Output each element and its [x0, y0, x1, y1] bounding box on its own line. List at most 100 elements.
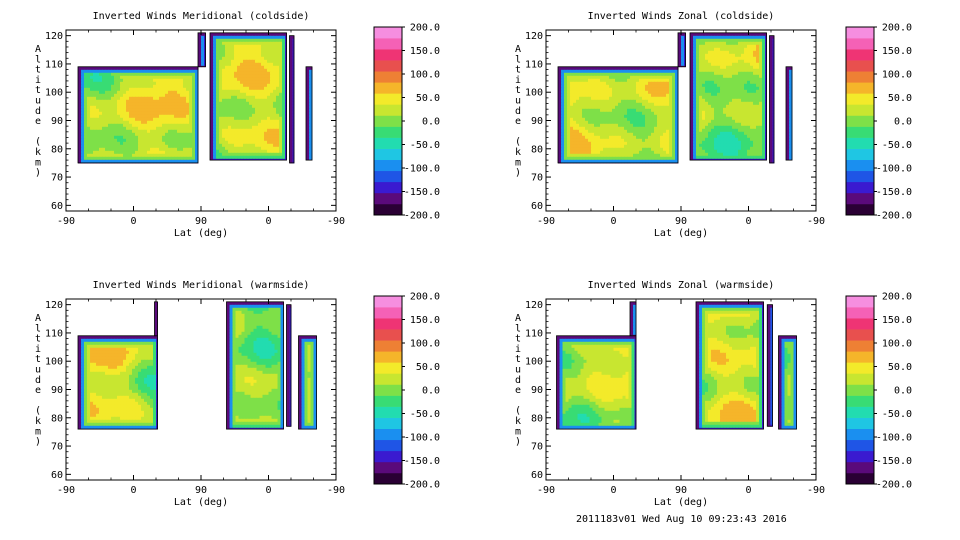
field-cell: [654, 96, 658, 101]
field-cell: [255, 116, 259, 121]
field-cell: [579, 141, 583, 146]
field-cell: [558, 120, 562, 125]
field-cell: [195, 78, 199, 83]
field-cell: [639, 150, 643, 155]
field-cell: [138, 141, 142, 146]
field-cell: [675, 114, 679, 119]
field-cell: [111, 84, 115, 89]
colorbar-swatch: [374, 93, 402, 105]
field-cell: [279, 56, 283, 61]
field-cell: [246, 110, 250, 115]
field-cell: [612, 117, 616, 122]
field-cell: [198, 35, 202, 40]
field-cell: [168, 159, 172, 164]
field-cell: [126, 144, 130, 149]
field-cell: [708, 50, 712, 55]
field-cell: [708, 65, 712, 70]
field-cell: [138, 129, 142, 134]
field-cell: [289, 92, 293, 97]
field-cell: [162, 114, 166, 119]
field-cell: [729, 38, 733, 43]
field-cell: [630, 84, 634, 89]
field-cell: [696, 32, 700, 37]
field-cell: [657, 105, 661, 110]
field-cell: [222, 125, 226, 130]
field-cell: [618, 135, 622, 140]
field-cell: [210, 119, 214, 124]
field-cell: [255, 131, 259, 136]
field-cell: [111, 105, 115, 110]
field-cell: [225, 119, 229, 124]
field-cell: [240, 56, 244, 61]
field-cell: [183, 87, 187, 92]
field-cell: [237, 116, 241, 121]
field-cell: [282, 149, 286, 154]
field-cell: [606, 111, 610, 116]
field-cell: [252, 131, 256, 136]
field-cell: [216, 146, 220, 151]
field-cell: [240, 128, 244, 133]
field-cell: [210, 98, 214, 103]
field-cell: [717, 47, 721, 52]
field-cell: [741, 113, 745, 118]
field-cell: [267, 137, 271, 142]
field-cell: [186, 78, 190, 83]
field-cell: [219, 77, 223, 82]
field-cell: [591, 84, 595, 89]
field-cell: [573, 123, 577, 128]
field-cell: [645, 84, 649, 89]
field-cell: [192, 66, 196, 71]
field-cell: [243, 59, 247, 64]
field-cell: [129, 126, 133, 131]
field-cell: [123, 96, 127, 101]
field-cell: [285, 77, 287, 82]
field-cell: [636, 126, 640, 131]
contour-outline: [289, 35, 295, 164]
field-cell: [759, 101, 763, 106]
field-cell: [177, 126, 181, 131]
field-cell: [135, 96, 139, 101]
field-cell: [210, 59, 214, 64]
field-cell: [292, 107, 295, 112]
field-cell: [289, 104, 293, 109]
field-cell: [153, 153, 157, 158]
field-cell: [240, 152, 244, 157]
field-cell: [105, 72, 109, 77]
field-cell: [117, 126, 121, 131]
field-cell: [192, 135, 196, 140]
field-cell: [279, 134, 283, 139]
field-cell: [105, 132, 109, 137]
field-cell: [594, 111, 598, 116]
field-cell: [99, 111, 103, 116]
field-cell: [292, 83, 295, 88]
field-cell: [270, 86, 274, 91]
field-cell: [114, 87, 118, 92]
field-cell: [153, 69, 157, 74]
field-cell: [693, 107, 697, 112]
field-cell: [246, 149, 250, 154]
field-cell: [273, 80, 277, 85]
field-cell: [657, 123, 661, 128]
field-cell: [129, 114, 133, 119]
field-cell: [759, 125, 763, 130]
field-cell: [690, 74, 694, 79]
field-cell: [654, 120, 658, 125]
field-cell: [171, 69, 175, 74]
field-cell: [651, 99, 655, 104]
field-cell: [579, 111, 583, 116]
contour-outline: [77, 66, 199, 164]
field-cell: [279, 32, 283, 37]
field-cell: [729, 113, 733, 118]
field-cell: [177, 120, 181, 125]
field-cell: [681, 62, 685, 67]
field-cell: [579, 123, 583, 128]
field-cell: [276, 98, 280, 103]
field-cell: [216, 98, 220, 103]
field-cell: [153, 141, 157, 146]
field-cell: [306, 123, 310, 128]
field-cell: [729, 128, 733, 133]
field-cell: [153, 117, 157, 122]
field-cell: [750, 35, 754, 40]
field-cell: [192, 117, 196, 122]
field-cell: [609, 159, 613, 164]
